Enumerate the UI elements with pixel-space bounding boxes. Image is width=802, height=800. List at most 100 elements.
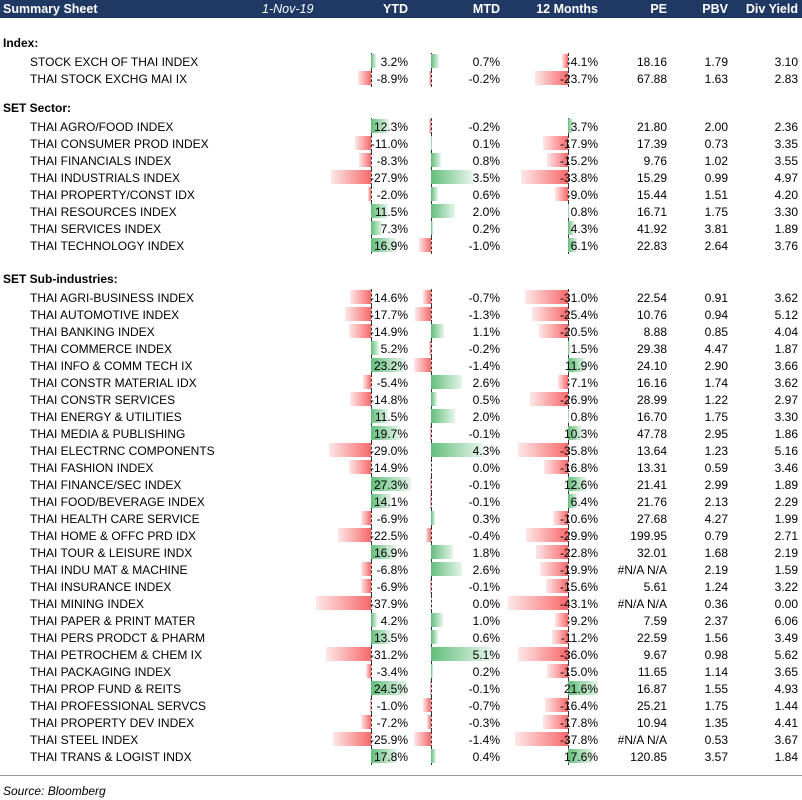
index-name: THAI PROP FUND & REITS [30, 682, 182, 696]
source-note: Source: Bloomberg [3, 784, 106, 798]
table-row: THAI ELECTRNC COMPONENTS -29.0% 4.3% -35.8%… [0, 442, 802, 459]
twelve-month-value: -15.6% [559, 580, 598, 594]
col-header-12m: 12 Months [536, 2, 598, 16]
div-yield-value: 4.93 [774, 682, 798, 696]
mtd-value: 0.0% [472, 461, 500, 475]
ytd-axis-line [371, 714, 372, 731]
m12-axis-line [568, 629, 569, 646]
index-name: THAI STOCK EXCHG MAI IX [30, 72, 188, 86]
m12-axis-line [568, 697, 569, 714]
ytd-axis-line [371, 186, 372, 203]
ytd-data-bar [371, 613, 378, 627]
pbv-value: 0.91 [704, 291, 728, 305]
pbv-value: 1.35 [704, 716, 728, 730]
div-yield-value: 3.65 [774, 665, 798, 679]
ytd-value: -37.9% [369, 597, 408, 611]
ytd-axis-line [371, 578, 372, 595]
m12-data-bar [568, 494, 577, 508]
div-yield-value: 4.41 [774, 716, 798, 730]
pbv-value: 2.95 [704, 427, 728, 441]
ytd-value: 11.5% [374, 205, 408, 219]
table-row: THAI MEDIA & PUBLISHING 19.7% -0.1% 10.3% 47… [0, 425, 802, 442]
pe-value: 27.68 [636, 512, 667, 526]
div-yield-value: 3.76 [774, 239, 798, 253]
table-row: THAI RESOURCES INDEX 11.5% 2.0% 0.8% 16.71 1.… [0, 203, 802, 220]
ytd-data-bar [330, 170, 371, 184]
mtd-data-bar [431, 545, 453, 559]
ytd-value: 4.2% [380, 614, 408, 628]
table-row: THAI PROPERTY/CONST IDX -2.0% 0.6% -9.0% 15.… [0, 186, 802, 203]
ytd-data-bar [360, 715, 371, 729]
m12-axis-line [568, 663, 569, 680]
ytd-value: 19.7% [373, 427, 408, 441]
mtd-value: 0.7% [472, 55, 500, 69]
div-yield-value: 1.87 [774, 342, 798, 356]
table-row: THAI PROP FUND & REITS 24.5% -0.1% 21.6% 16.… [0, 680, 802, 697]
mtd-data-bar [431, 443, 483, 457]
ytd-data-bar [358, 153, 371, 167]
mtd-value: -0.1% [468, 495, 500, 509]
ytd-data-bar [349, 460, 371, 474]
index-name: THAI SERVICES INDEX [30, 222, 162, 236]
twelve-month-value: 10.3% [563, 427, 598, 441]
ytd-data-bar [360, 579, 371, 593]
twelve-month-value: 3.7% [570, 120, 598, 134]
twelve-month-value: -26.9% [559, 393, 598, 407]
m12-data-bar [520, 170, 568, 184]
mtd-value: 0.8% [472, 154, 500, 168]
pbv-value: 1.22 [704, 393, 728, 407]
col-header-mtd: MTD [472, 2, 500, 16]
mtd-value: 1.1% [472, 325, 500, 339]
twelve-month-value: -36.0% [559, 648, 598, 662]
m12-data-bar [568, 477, 586, 491]
index-name: THAI INDU MAT & MACHINE [30, 563, 188, 577]
table-row: THAI INDU MAT & MACHINE -6.8% 2.6% -19.9% #N… [0, 561, 802, 578]
ytd-value: -14.8% [369, 393, 408, 407]
pe-value: 47.78 [636, 427, 667, 441]
mtd-data-bar [431, 170, 473, 184]
index-name: THAI HEALTH CARE SERVICE [30, 512, 200, 526]
ytd-value: -27.9% [369, 171, 408, 185]
m12-data-bar [536, 545, 568, 559]
mtd-axis-line [431, 289, 432, 306]
twelve-month-value: -22.8% [559, 546, 598, 560]
index-name: THAI ENERGY & UTILITIES [30, 410, 182, 424]
twelve-month-value: 6.1% [570, 239, 598, 253]
m12-axis-line [568, 561, 569, 578]
div-yield-value: 3.30 [774, 205, 798, 219]
section-title: SET Sub-industries: [3, 272, 118, 286]
ytd-axis-line [371, 663, 372, 680]
table-row: THAI FINANCE/SEC INDEX 27.3% -0.1% 12.6% 21.… [0, 476, 802, 493]
ytd-axis-line [371, 152, 372, 169]
div-yield-value: 3.35 [774, 137, 798, 151]
ytd-value: -31.2% [369, 648, 408, 662]
ytd-value: -25.9% [369, 733, 408, 747]
ytd-data-bar [333, 732, 371, 746]
summary-header: Summary Sheet 1-Nov-19 YTD MTD 12 Months… [0, 0, 802, 18]
ytd-value: -14.6% [369, 291, 408, 305]
div-yield-value: 1.59 [774, 563, 798, 577]
twelve-month-value: -16.4% [559, 699, 598, 713]
mtd-data-bar [429, 579, 431, 593]
pbv-value: 1.63 [704, 72, 728, 86]
div-yield-value: 4.97 [774, 171, 798, 185]
ytd-axis-line [371, 731, 372, 748]
table-row: THAI FOOD/BEVERAGE INDEX 14.1% -0.1% 6.4% 21… [0, 493, 802, 510]
mtd-data-bar [431, 647, 493, 661]
index-name: THAI BANKING INDEX [30, 325, 155, 339]
ytd-value: -11.0% [370, 137, 408, 151]
table-row: THAI CONSUMER PROD INDEX -11.0% 0.1% -17.9%… [0, 135, 802, 152]
pe-value: #N/A N/A [617, 733, 667, 747]
pbv-value: 1.75 [704, 410, 728, 424]
pe-value: 25.21 [636, 699, 667, 713]
div-yield-value: 3.10 [774, 55, 798, 69]
table-row: THAI INSURANCE INDEX -6.9% -0.1% -15.6% 5.61… [0, 578, 802, 595]
m12-data-bar [568, 341, 571, 355]
mtd-data-bar [431, 187, 439, 201]
table-row: THAI ENERGY & UTILITIES 11.5% 2.0% 0.8% 16.7… [0, 408, 802, 425]
index-name: THAI PETROCHEM & CHEM IX [30, 648, 203, 662]
index-name: THAI TECHNOLOGY INDEX [30, 239, 185, 253]
div-yield-value: 2.97 [774, 393, 798, 407]
ytd-data-bar [371, 630, 391, 644]
ytd-value: 16.9% [373, 239, 408, 253]
